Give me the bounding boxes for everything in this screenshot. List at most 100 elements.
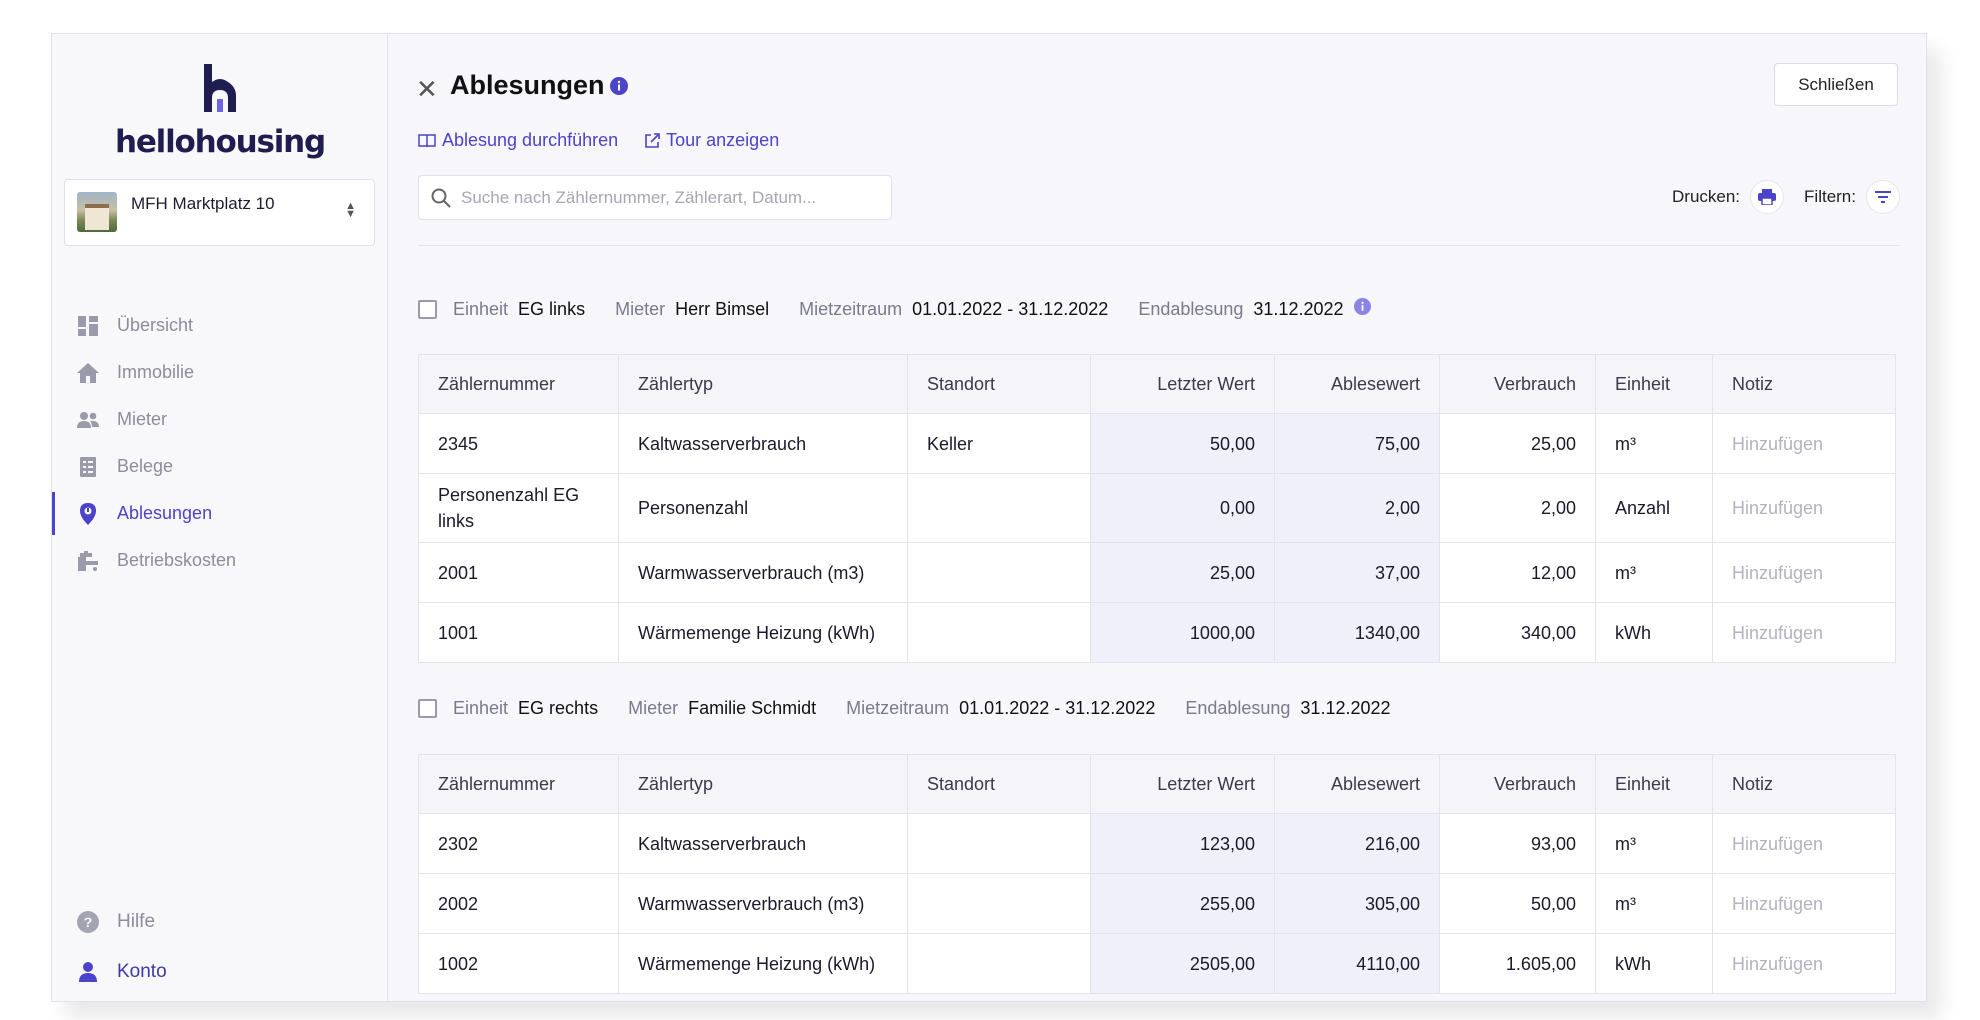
unit-checkbox[interactable] bbox=[418, 699, 437, 718]
sidebar-item-immobilie[interactable]: Immobilie bbox=[52, 349, 388, 396]
table-header-row: Zählernummer Zählertyp Standort Letzter … bbox=[418, 354, 1896, 414]
column-header[interactable]: Notiz bbox=[1712, 754, 1896, 814]
logo[interactable]: hellohousing bbox=[52, 62, 388, 160]
sidebar-item-label: Übersicht bbox=[117, 315, 194, 335]
print-button[interactable] bbox=[1750, 180, 1785, 214]
close-button[interactable]: Schließen bbox=[1774, 63, 1898, 106]
reading-value-cell[interactable]: 2,00 bbox=[1274, 473, 1440, 543]
filter-label: Filtern: bbox=[1804, 187, 1856, 206]
add-note-link[interactable]: Hinzufügen bbox=[1712, 413, 1896, 474]
usage-value: 340,00 bbox=[1439, 602, 1596, 663]
column-header[interactable]: Zählertyp bbox=[618, 354, 908, 414]
tenant-label: Mieter bbox=[615, 298, 666, 319]
column-header[interactable]: Verbrauch bbox=[1439, 754, 1596, 814]
sidebar-item-belege[interactable]: Belege bbox=[52, 443, 388, 490]
sidebar-item-ablesungen[interactable]: Ablesungen bbox=[52, 490, 388, 537]
unit-value: kWh bbox=[1595, 602, 1713, 663]
add-note-link[interactable]: Hinzufügen bbox=[1712, 602, 1896, 663]
app-window: hellohousing MFH Marktplatz 10 ▲ ▼ Übersi… bbox=[51, 33, 1927, 1002]
close-icon[interactable]: ✕ bbox=[416, 74, 438, 104]
home-icon bbox=[77, 362, 99, 384]
sidebar-item-label: Belege bbox=[117, 456, 174, 476]
sidebar-item-mieter[interactable]: Mieter bbox=[52, 396, 388, 443]
column-header[interactable]: Standort bbox=[907, 754, 1091, 814]
last-value: 50,00 bbox=[1090, 413, 1275, 474]
column-header[interactable]: Ablesewert bbox=[1274, 354, 1440, 414]
reading-value-cell[interactable]: 4110,00 bbox=[1274, 933, 1440, 994]
last-value: 25,00 bbox=[1090, 542, 1275, 603]
unit-group-header: Einheit EG links Mieter Herr Bimsel Miet… bbox=[418, 298, 1371, 320]
column-header[interactable]: Zählernummer bbox=[418, 754, 619, 814]
column-header[interactable]: Standort bbox=[907, 354, 1091, 414]
meter-location bbox=[907, 473, 1091, 543]
hellohousing-logo-icon bbox=[204, 64, 236, 112]
final-reading-value: 31.12.2022 bbox=[1253, 298, 1344, 319]
column-header[interactable]: Einheit bbox=[1595, 754, 1713, 814]
reading-value-cell[interactable]: 216,00 bbox=[1274, 813, 1440, 874]
usage-value: 25,00 bbox=[1439, 413, 1596, 474]
property-thumbnail bbox=[77, 192, 117, 232]
meter-location: Keller bbox=[907, 413, 1091, 474]
last-value: 123,00 bbox=[1090, 813, 1275, 874]
readings-table-eg-links: Zählernummer Zählertyp Standort Letzter … bbox=[418, 354, 1896, 663]
brand-name: hellohousing bbox=[114, 124, 326, 160]
column-header[interactable]: Einheit bbox=[1595, 354, 1713, 414]
final-reading-value: 31.12.2022 bbox=[1300, 698, 1391, 718]
unit-checkbox[interactable] bbox=[418, 299, 437, 319]
filter-button[interactable] bbox=[1866, 180, 1900, 214]
sidebar-item-betriebskosten[interactable]: Betriebskosten bbox=[52, 537, 388, 584]
sidebar-item-label: Immobilie bbox=[117, 362, 195, 382]
column-header[interactable]: Letzter Wert bbox=[1090, 754, 1275, 814]
column-header[interactable]: Notiz bbox=[1712, 354, 1896, 414]
add-note-link[interactable]: Hinzufügen bbox=[1712, 933, 1896, 994]
meter-type: Personenzahl bbox=[618, 473, 908, 543]
sidebar-item-label: Ablesungen bbox=[117, 503, 213, 523]
meter-type: Kaltwasserverbrauch bbox=[618, 413, 908, 474]
meter-location bbox=[907, 933, 1091, 994]
table-row: Personenzahl EG links Personenzahl 0,00 … bbox=[418, 473, 1896, 543]
table-row: 2345 Kaltwasserverbrauch Keller 50,00 75… bbox=[418, 413, 1896, 474]
print-label: Drucken: bbox=[1672, 187, 1741, 206]
sidebar-item-uebersicht[interactable]: Übersicht bbox=[52, 302, 388, 349]
sidebar-bottom-nav: ? Hilfe Konto bbox=[52, 897, 388, 997]
add-note-link[interactable]: Hinzufügen bbox=[1712, 473, 1896, 543]
column-header[interactable]: Zählernummer bbox=[418, 354, 619, 414]
column-header[interactable]: Zählertyp bbox=[618, 754, 908, 814]
tenant-value: Familie Schmidt bbox=[688, 698, 817, 718]
link-label: Tour anzeigen bbox=[666, 130, 780, 150]
table-row: 1001 Wärmemenge Heizung (kWh) 1000,00 13… bbox=[418, 602, 1896, 663]
add-note-link[interactable]: Hinzufügen bbox=[1712, 542, 1896, 603]
divider bbox=[418, 245, 1900, 246]
show-tour-link[interactable]: Tour anzeigen bbox=[644, 130, 779, 151]
final-reading-label: Endablesung bbox=[1138, 298, 1244, 319]
meter-location bbox=[907, 873, 1091, 934]
search-input[interactable] bbox=[461, 187, 871, 208]
column-header[interactable]: Verbrauch bbox=[1439, 354, 1596, 414]
info-icon[interactable] bbox=[610, 77, 628, 100]
add-note-link[interactable]: Hinzufügen bbox=[1712, 873, 1896, 934]
table-row: 1002 Wärmemenge Heizung (kWh) 2505,00 41… bbox=[418, 933, 1896, 994]
column-header[interactable]: Letzter Wert bbox=[1090, 354, 1275, 414]
reading-value-cell[interactable]: 305,00 bbox=[1274, 873, 1440, 934]
reading-value-cell[interactable]: 37,00 bbox=[1274, 542, 1440, 603]
unit-value: Anzahl bbox=[1595, 473, 1713, 543]
reading-value-cell[interactable]: 75,00 bbox=[1274, 413, 1440, 474]
sidebar-item-hilfe[interactable]: ? Hilfe bbox=[52, 897, 388, 947]
search-box bbox=[418, 175, 892, 220]
info-icon[interactable] bbox=[1353, 298, 1371, 320]
filter-icon bbox=[1875, 191, 1891, 203]
column-header[interactable]: Ablesewert bbox=[1274, 754, 1440, 814]
unit-value: kWh bbox=[1595, 933, 1713, 994]
usage-value: 2,00 bbox=[1439, 473, 1596, 543]
tenant-label: Mieter bbox=[628, 698, 679, 718]
meter-icon bbox=[77, 502, 99, 525]
add-note-link[interactable]: Hinzufügen bbox=[1712, 813, 1896, 874]
reading-value-cell[interactable]: 1340,00 bbox=[1274, 602, 1440, 663]
sidebar-item-konto[interactable]: Konto bbox=[52, 947, 388, 997]
perform-reading-link[interactable]: Ablesung durchführen bbox=[418, 130, 618, 151]
property-selector[interactable]: MFH Marktplatz 10 ▲ ▼ bbox=[64, 179, 375, 246]
period-label: Mietzeitraum bbox=[846, 698, 950, 718]
unit-value: m³ bbox=[1595, 413, 1713, 474]
faucet-icon bbox=[77, 550, 99, 572]
unit-label: Einheit bbox=[453, 698, 509, 718]
